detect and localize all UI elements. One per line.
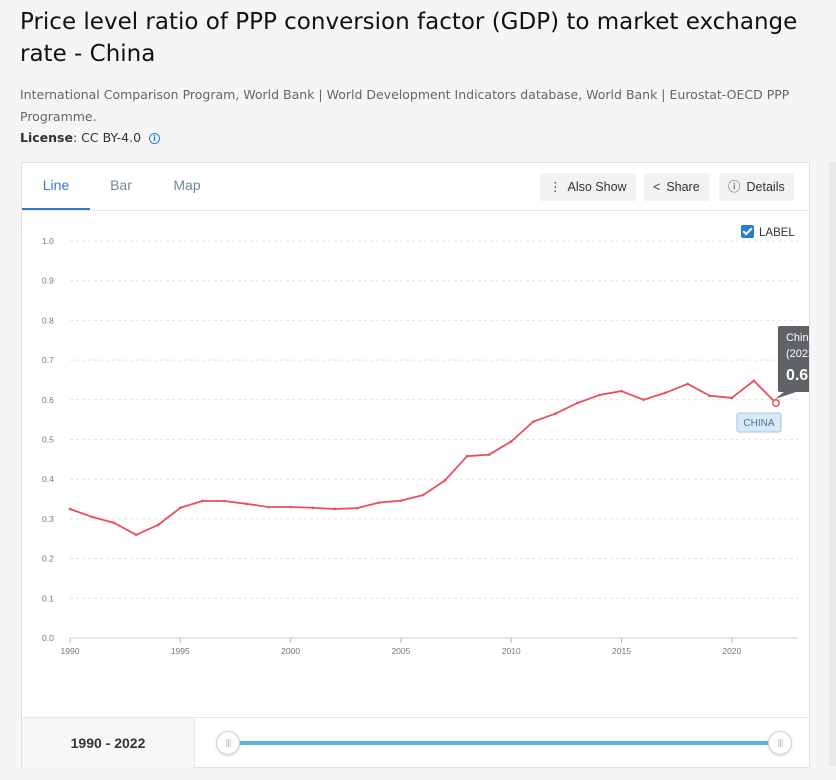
data-point: [267, 505, 270, 509]
series-end-label: CHINA: [743, 418, 774, 429]
info-icon[interactable]: i: [149, 133, 161, 144]
tooltip-pointer: [774, 392, 796, 399]
data-point: [443, 479, 447, 482]
y-tick-label: 0.4: [42, 474, 54, 484]
data-point: [179, 506, 182, 510]
data-point: [68, 507, 72, 511]
label-toggle-text: LABEL: [759, 227, 795, 239]
data-point: [708, 394, 712, 398]
side-panel-edge: [829, 162, 836, 766]
data-point: [752, 379, 756, 383]
data-point: [664, 391, 667, 394]
line-chart: 0.0 0.1 0.2 0.3 0.4 0.5 0.6 0.7 0.8 0.9 1.0 1990 199…: [42, 236, 809, 656]
data-point: [554, 412, 557, 415]
data-point: [355, 506, 359, 510]
share-icon: <: [653, 180, 661, 194]
data-point: [311, 506, 314, 510]
data-point: [134, 533, 138, 537]
y-tick-label: 0.8: [42, 315, 54, 325]
range-end-handle[interactable]: |||: [768, 731, 792, 755]
data-point: [90, 515, 94, 519]
x-tick-label: 1995: [171, 646, 190, 656]
data-point: [642, 398, 645, 402]
range-label: 1990 - 2022: [22, 718, 195, 768]
data-point: [201, 499, 204, 503]
share-label: Share: [666, 180, 700, 194]
details-label: Details: [746, 180, 785, 194]
x-tick-label: 2015: [612, 646, 631, 656]
share-button[interactable]: < Share: [644, 173, 709, 201]
also-show-button[interactable]: ⋮ Also Show: [540, 173, 636, 201]
data-point: [730, 396, 734, 400]
data-point: [289, 505, 292, 509]
label-toggle[interactable]: LABEL: [741, 225, 795, 239]
y-tick-label: 1.0: [42, 236, 54, 246]
tooltip-box: [777, 326, 809, 392]
data-point: [377, 501, 381, 504]
data-point: [333, 507, 337, 511]
vertical-dots-icon: ⋮: [549, 180, 562, 194]
series-end-label-box: [736, 412, 782, 433]
x-tick-label: 2010: [502, 646, 521, 656]
x-tick-label: 2000: [281, 646, 300, 656]
data-point: [509, 440, 513, 443]
data-point: [771, 399, 780, 407]
data-point: [598, 393, 601, 397]
data-point: [223, 499, 226, 503]
info-icon: ⓘ: [728, 180, 741, 194]
page-title: Price level ratio of PPP conversion fact…: [20, 9, 798, 67]
series-line: [69, 379, 777, 536]
data-point: [465, 454, 469, 458]
chart-card: Line Bar Map ⋮ Also Show < Share ⓘ Details …: [21, 162, 810, 768]
tab-map[interactable]: Map: [173, 177, 201, 193]
tooltip-year: (2022): [786, 348, 809, 360]
data-point: [421, 493, 425, 497]
y-tick-label: 0.0: [42, 633, 54, 643]
data-point: [686, 382, 689, 386]
tooltip-name: China: [786, 332, 809, 344]
source-text: International Comparison Program, World …: [20, 87, 790, 124]
details-button[interactable]: ⓘ Details: [719, 173, 794, 201]
tab-line[interactable]: Line: [22, 163, 90, 210]
y-tick-label: 0.6: [42, 395, 54, 405]
data-point: [245, 502, 248, 506]
range-slider-track[interactable]: [227, 741, 780, 745]
data-point: [576, 401, 579, 405]
also-show-label: Also Show: [567, 180, 627, 194]
label-checkbox[interactable]: [741, 225, 754, 238]
license-label: License: [20, 130, 73, 145]
license: License: CC BY-4.0 i: [20, 130, 161, 145]
data-point: [620, 389, 623, 393]
y-tick-label: 0.7: [42, 355, 54, 365]
y-tick-label: 0.3: [42, 514, 54, 524]
data-point: [399, 499, 403, 502]
range-start-handle[interactable]: |||: [216, 731, 240, 755]
x-tick-label: 2005: [391, 646, 410, 656]
tab-bar[interactable]: Bar: [110, 177, 132, 193]
tooltip-value: 0.6: [786, 367, 808, 384]
chart-tabs: Line Bar Map ⋮ Also Show < Share ⓘ Details: [22, 163, 809, 211]
data-point: [487, 453, 491, 456]
y-tick-label: 0.5: [42, 435, 54, 445]
data-point: [531, 420, 535, 423]
y-tick-label: 0.2: [42, 554, 54, 564]
x-tick-label: 2020: [722, 646, 741, 656]
license-value: : CC BY-4.0: [72, 130, 142, 145]
y-tick-label: 0.1: [42, 593, 54, 603]
data-point: [112, 521, 116, 525]
data-point: [156, 523, 160, 527]
x-tick-label: 1990: [61, 646, 80, 656]
y-tick-label: 0.9: [42, 276, 54, 286]
range-footer: 1990 - 2022 ||| |||: [22, 717, 809, 768]
